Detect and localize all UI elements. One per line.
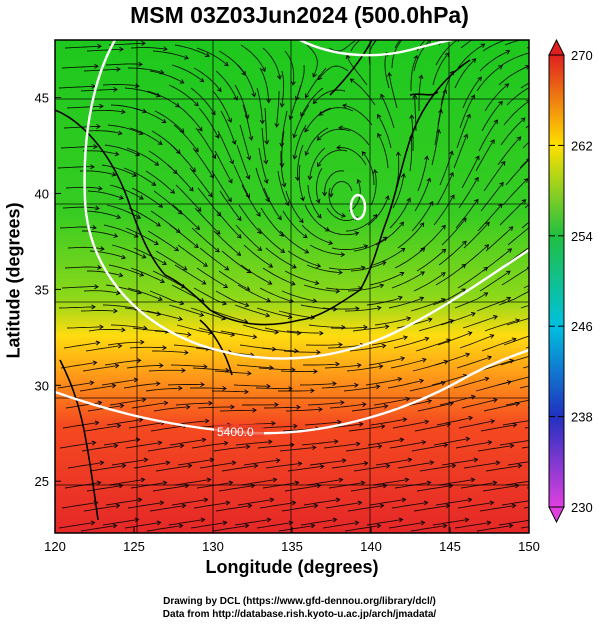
credit-drawing: Drawing by DCL (https://www.gfd-dennou.o… <box>163 596 436 607</box>
y-tick-label: 35 <box>35 282 49 297</box>
y-axis-ticks: 25 30 35 40 45 <box>35 91 61 489</box>
y-tick-label: 30 <box>35 378 49 393</box>
x-tick-label: 150 <box>518 539 540 554</box>
y-tick-label: 40 <box>35 186 49 201</box>
contour-label: 5400.0 <box>217 425 254 439</box>
colorbar-lower-arrow <box>548 506 565 524</box>
credit-data: Data from http://database.rish.kyoto-u.a… <box>162 609 437 620</box>
colorbar-tick-label: 230 <box>571 500 593 515</box>
y-tick-label: 25 <box>35 474 49 489</box>
colorbar: 230 238 246 254 262 270 <box>548 38 593 524</box>
x-tick-label: 125 <box>123 539 145 554</box>
colorbar-tick-label: 238 <box>571 410 593 425</box>
y-tick-label: 45 <box>35 91 49 106</box>
x-axis-ticks: 120 125 130 135 140 145 150 <box>44 527 540 554</box>
x-axis-title: Longitude (degrees) <box>205 557 379 577</box>
x-tick-label: 135 <box>281 539 303 554</box>
coastlines <box>55 40 471 521</box>
wind-streamlines <box>57 40 529 532</box>
colorbar-tick-label: 246 <box>571 319 593 334</box>
x-tick-label: 140 <box>360 539 382 554</box>
y-axis-title: Latitude (degrees) <box>3 202 24 359</box>
colorbar-tick-label: 254 <box>571 229 593 244</box>
temperature-field <box>55 40 529 533</box>
colorbar-upper-arrow <box>548 38 565 56</box>
isotherm-contours <box>55 40 529 435</box>
x-tick-label: 130 <box>202 539 224 554</box>
x-tick-label: 120 <box>44 539 66 554</box>
map-title: MSM 03Z03Jun2024 (500.0hPa) <box>130 2 469 28</box>
x-tick-label: 145 <box>439 539 461 554</box>
colorbar-tick-label: 270 <box>571 48 593 63</box>
colorbar-tick-label: 262 <box>571 138 593 153</box>
